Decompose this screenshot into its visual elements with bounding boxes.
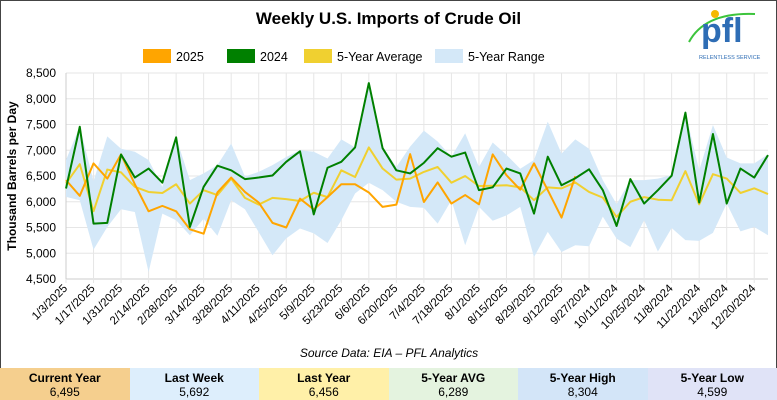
series-line-2025 <box>65 153 577 235</box>
chart-title: Weekly U.S. Imports of Crude Oil <box>255 9 522 28</box>
y-tick-label: 7,500 <box>26 118 56 132</box>
source-note: Source Data: EIA – PFL Analytics <box>300 346 478 360</box>
stat-value: 4,599 <box>697 385 728 399</box>
stat-last-year: Last Year 6,456 <box>259 368 389 400</box>
y-tick-label: 6,000 <box>26 195 56 209</box>
stats-bar: Current Year 6,495 Last Week 5,692 Last Ye… <box>0 368 777 400</box>
y-tick-label: 5,500 <box>26 221 56 235</box>
stat-value: 8,304 <box>567 385 598 399</box>
stat-label: 5-Year Low <box>680 371 744 385</box>
pfl-logo: pfl RELENTLESS SERVICE <box>688 10 761 61</box>
legend-label: 2025 <box>176 50 204 64</box>
stat-5yr-avg: 5-Year AVG 6,289 <box>388 368 518 400</box>
stat-5yr-low: 5-Year Low 4,599 <box>647 368 777 400</box>
series-line-2024 <box>65 82 769 228</box>
logo-text: pfl <box>701 12 743 50</box>
stat-label: Last Year <box>297 371 351 385</box>
stat-label: 5-Year High <box>549 371 616 385</box>
y-tick-label: 5,000 <box>26 246 56 260</box>
y-axis-label: Thousand Barrels per Day <box>5 101 19 251</box>
legend-swatch <box>143 49 171 63</box>
stat-label: 5-Year AVG <box>421 371 486 385</box>
logo-tagline: RELENTLESS SERVICE <box>699 55 761 61</box>
y-tick-label: 8,500 <box>26 66 56 80</box>
stat-value: 6,456 <box>308 385 339 399</box>
stat-label: Last Week <box>164 371 224 385</box>
legend-label: 5-Year Average <box>337 50 423 64</box>
legend-swatch <box>435 49 463 63</box>
stat-label: Current Year <box>28 371 101 385</box>
y-tick-label: 8,000 <box>26 92 56 106</box>
stat-last-week: Last Week 5,692 <box>129 368 259 400</box>
stat-5yr-high: 5-Year High 8,304 <box>518 368 648 400</box>
legend-swatch <box>304 49 332 63</box>
legend-label: 5-Year Range <box>468 50 545 64</box>
stat-value: 5,692 <box>179 385 210 399</box>
chart: 8,500 8,000 7,500 7,000 6,500 6,000 5,500 5,000… <box>5 49 769 360</box>
y-tick-label: 6,500 <box>26 169 56 183</box>
y-tick-label: 4,500 <box>26 272 56 286</box>
y-tick-label: 7,000 <box>26 143 56 157</box>
legend-swatch <box>227 49 255 63</box>
stat-value: 6,289 <box>438 385 469 399</box>
legend-label: 2024 <box>260 50 288 64</box>
stat-value: 6,495 <box>49 385 80 399</box>
stat-current-year: Current Year 6,495 <box>0 368 130 400</box>
